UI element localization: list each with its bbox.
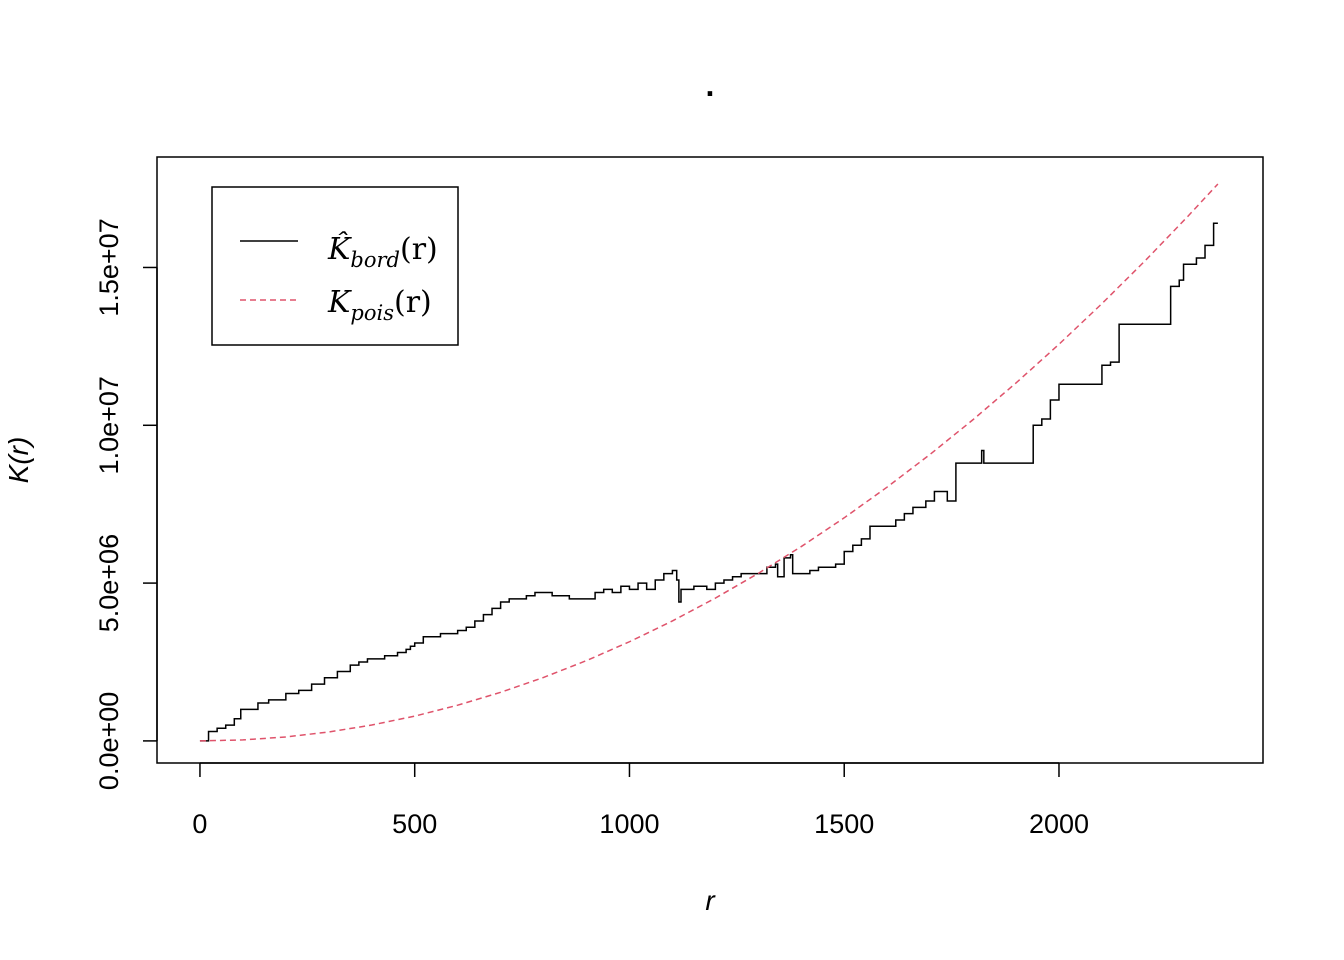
- y-tick-label: 5.0e+06: [94, 534, 124, 632]
- x-tick-label: 500: [392, 809, 437, 839]
- legend-label-k-bord: K̂bord(r): [327, 232, 438, 272]
- legend-tail-k-pois: (r): [394, 285, 432, 320]
- x-tick-label: 1500: [814, 809, 874, 839]
- x-tick-label: 0: [192, 809, 207, 839]
- y-tick-label: 0.0e+00: [94, 692, 124, 790]
- legend-main-k-pois: K: [327, 285, 352, 320]
- legend-label-k-pois: Kpois(r): [327, 285, 432, 325]
- y-tick-label: 1.0e+07: [94, 376, 124, 474]
- y-tick-label: 1.5e+07: [94, 218, 124, 316]
- legend-box: [211, 186, 459, 346]
- legend-tail-k-bord: (r): [400, 232, 438, 267]
- legend: K̂bord(r) Kpois(r): [211, 186, 459, 346]
- x-axis-label: r: [705, 885, 716, 916]
- series-line-pois: [199, 183, 1219, 742]
- x-axis: 0 500 1000 1500 2000: [192, 762, 1089, 839]
- x-tick-label: 2000: [1029, 809, 1089, 839]
- legend-main-k-bord: K̂: [327, 232, 352, 267]
- y-axis: 0.0e+00 5.0e+06 1.0e+07 1.5e+07: [94, 218, 158, 790]
- series-line-bord: [199, 222, 1218, 742]
- x-tick-label: 1000: [599, 809, 659, 839]
- series-layer: [199, 183, 1219, 742]
- legend-sub-k-bord: bord: [350, 248, 400, 272]
- legend-sub-k-pois: pois: [350, 301, 394, 325]
- chart-title: .: [706, 67, 715, 103]
- y-axis-label: K(r): [3, 437, 34, 484]
